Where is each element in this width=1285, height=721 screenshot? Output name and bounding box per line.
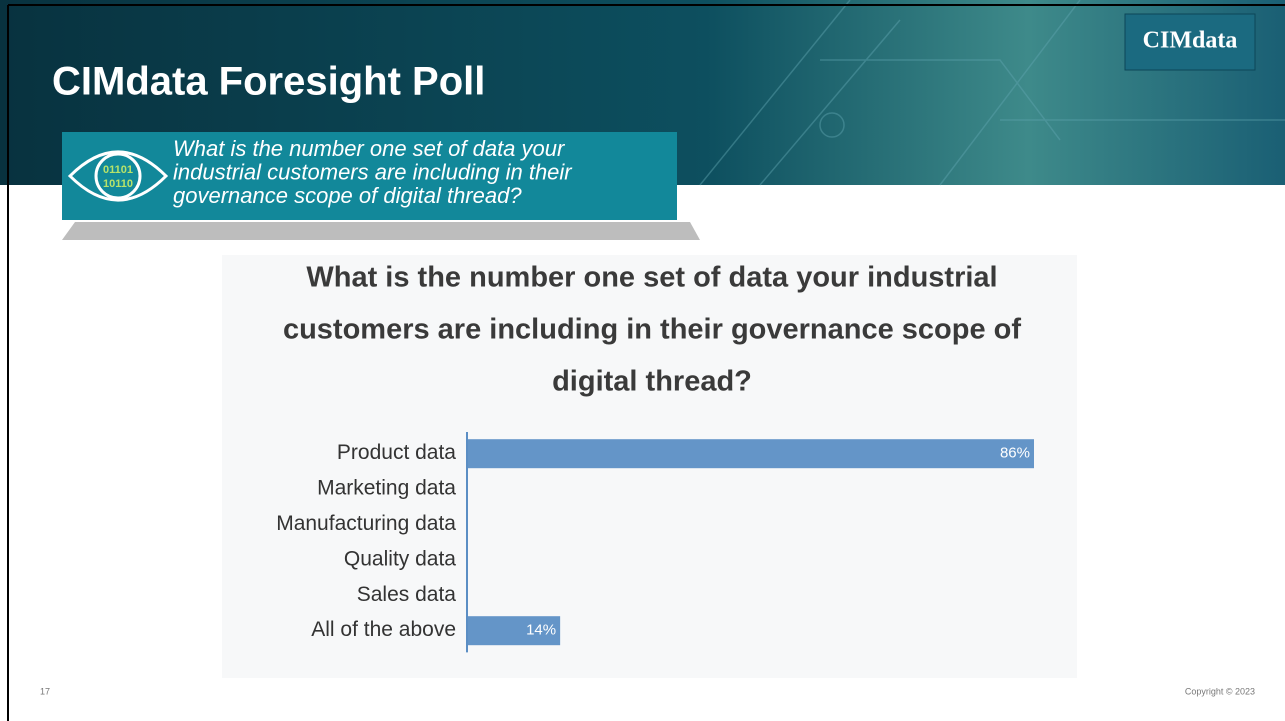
logo: CIMdata bbox=[1143, 28, 1238, 54]
bar bbox=[468, 439, 1034, 469]
page-number: 17 bbox=[40, 686, 50, 696]
category-label: Sales data bbox=[357, 583, 457, 606]
callout-shadow bbox=[62, 222, 700, 240]
eye-icon bbox=[67, 150, 169, 202]
chart-title: customers are including in their governa… bbox=[283, 314, 1021, 346]
slide-title: CIMdata Foresight Poll bbox=[52, 60, 485, 104]
chart-title: What is the number one set of data your … bbox=[306, 262, 997, 294]
header-decoration bbox=[699, 0, 1285, 186]
chart: What is the number one set of data your … bbox=[276, 262, 1034, 653]
eye-digits: 01101 bbox=[103, 164, 133, 176]
category-label: Product data bbox=[337, 441, 456, 464]
data-label: 86% bbox=[1000, 445, 1030, 462]
callout-line: industrial customers are including in th… bbox=[173, 159, 573, 184]
callout-line: governance scope of digital thread? bbox=[173, 183, 522, 208]
callout-line: What is the number one set of data your bbox=[173, 136, 566, 161]
chart-title: digital thread? bbox=[552, 366, 752, 398]
logo-box bbox=[1124, 13, 1256, 71]
category-label: Quality data bbox=[344, 547, 456, 570]
category-label: All of the above bbox=[311, 618, 456, 641]
callout-text: What is the number one set of data youri… bbox=[173, 136, 573, 208]
category-label: Marketing data bbox=[317, 477, 456, 500]
category-label: Manufacturing data bbox=[276, 512, 456, 535]
eye-digits: 10110 bbox=[103, 178, 133, 190]
bar bbox=[468, 616, 561, 646]
copyright: Copyright © 2023 bbox=[1185, 686, 1255, 696]
data-label: 14% bbox=[526, 622, 556, 639]
